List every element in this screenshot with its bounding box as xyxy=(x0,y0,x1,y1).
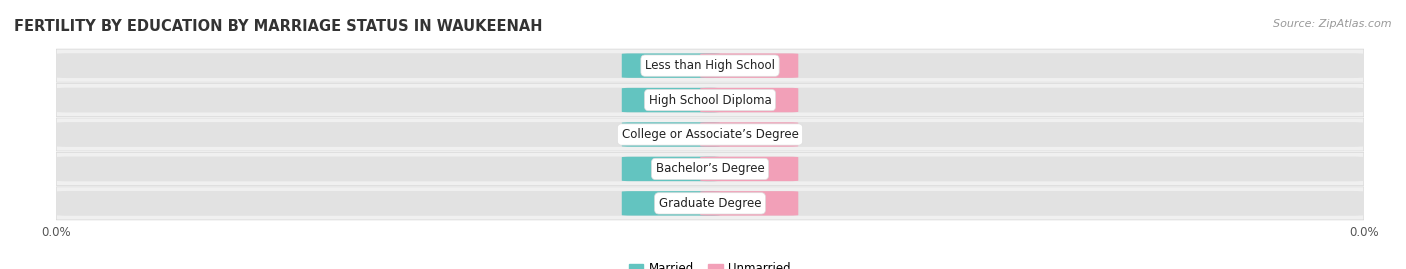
Text: Less than High School: Less than High School xyxy=(645,59,775,72)
FancyBboxPatch shape xyxy=(56,191,723,216)
FancyBboxPatch shape xyxy=(697,157,1364,181)
FancyBboxPatch shape xyxy=(56,153,1364,185)
Text: FERTILITY BY EDUCATION BY MARRIAGE STATUS IN WAUKEENAH: FERTILITY BY EDUCATION BY MARRIAGE STATU… xyxy=(14,19,543,34)
Text: 0.0%: 0.0% xyxy=(655,129,686,140)
Text: Bachelor’s Degree: Bachelor’s Degree xyxy=(655,162,765,175)
Text: 0.0%: 0.0% xyxy=(655,61,686,71)
FancyBboxPatch shape xyxy=(56,88,723,112)
FancyBboxPatch shape xyxy=(56,84,1364,116)
Text: 0.0%: 0.0% xyxy=(734,61,765,71)
Text: Source: ZipAtlas.com: Source: ZipAtlas.com xyxy=(1274,19,1392,29)
Text: 0.0%: 0.0% xyxy=(734,129,765,140)
Text: 0.0%: 0.0% xyxy=(734,95,765,105)
FancyBboxPatch shape xyxy=(700,157,799,181)
FancyBboxPatch shape xyxy=(700,54,799,78)
FancyBboxPatch shape xyxy=(56,157,723,181)
FancyBboxPatch shape xyxy=(700,88,799,112)
FancyBboxPatch shape xyxy=(621,157,720,181)
FancyBboxPatch shape xyxy=(56,53,723,78)
FancyBboxPatch shape xyxy=(621,191,720,215)
Text: College or Associate’s Degree: College or Associate’s Degree xyxy=(621,128,799,141)
Text: 0.0%: 0.0% xyxy=(734,198,765,208)
FancyBboxPatch shape xyxy=(56,122,723,147)
FancyBboxPatch shape xyxy=(621,54,720,78)
Legend: Married, Unmarried: Married, Unmarried xyxy=(624,258,796,269)
FancyBboxPatch shape xyxy=(700,122,799,147)
FancyBboxPatch shape xyxy=(697,122,1364,147)
Text: 0.0%: 0.0% xyxy=(734,164,765,174)
FancyBboxPatch shape xyxy=(621,122,720,147)
Text: High School Diploma: High School Diploma xyxy=(648,94,772,107)
Text: 0.0%: 0.0% xyxy=(655,164,686,174)
FancyBboxPatch shape xyxy=(697,88,1364,112)
FancyBboxPatch shape xyxy=(621,88,720,112)
FancyBboxPatch shape xyxy=(56,49,1364,82)
FancyBboxPatch shape xyxy=(700,191,799,215)
Text: 0.0%: 0.0% xyxy=(655,95,686,105)
Text: Graduate Degree: Graduate Degree xyxy=(659,197,761,210)
FancyBboxPatch shape xyxy=(56,118,1364,151)
FancyBboxPatch shape xyxy=(56,187,1364,220)
FancyBboxPatch shape xyxy=(697,191,1364,216)
Text: 0.0%: 0.0% xyxy=(655,198,686,208)
FancyBboxPatch shape xyxy=(697,53,1364,78)
